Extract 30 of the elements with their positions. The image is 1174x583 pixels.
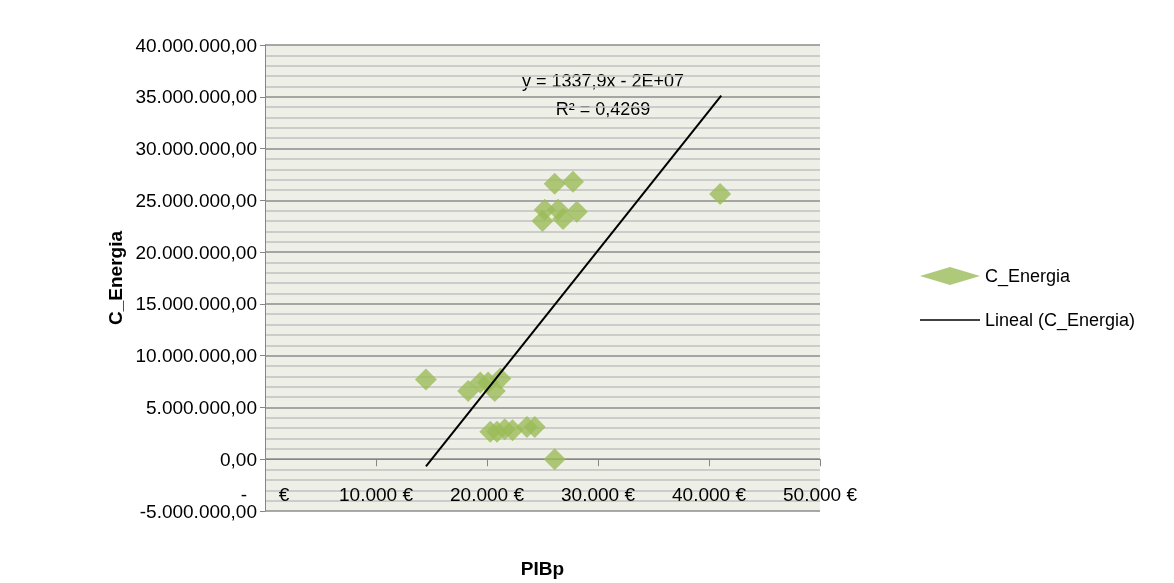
y-tick-label: 35.000.000,00 bbox=[135, 86, 257, 108]
point bbox=[543, 172, 566, 195]
point bbox=[543, 448, 566, 471]
y-tick-label: 15.000.000,00 bbox=[135, 293, 257, 315]
x-axis-title: PIBp bbox=[520, 558, 565, 579]
annotation: y = 1337,9x - 2E+07 bbox=[521, 71, 685, 91]
point bbox=[565, 200, 588, 223]
y-tick-label: 10.000.000,00 bbox=[135, 345, 257, 367]
legend-label: C_Energia bbox=[985, 266, 1072, 287]
y-tick-label: 20.000.000,00 bbox=[135, 241, 257, 263]
y-axis-title: C_Energia bbox=[105, 230, 126, 325]
legend-label: Lineal (C_Energia) bbox=[985, 310, 1136, 331]
y-tick-label: 40.000.000,00 bbox=[135, 34, 257, 56]
x-tick-label: 10.000 € bbox=[339, 484, 414, 505]
point bbox=[414, 368, 437, 391]
annotation: R² = 0,4269 bbox=[555, 99, 651, 119]
point bbox=[531, 210, 554, 233]
point bbox=[709, 183, 732, 206]
point bbox=[523, 416, 546, 439]
y-tick-label: 30.000.000,00 bbox=[135, 138, 257, 160]
x-tick-label: 30.000 € bbox=[561, 484, 636, 505]
point bbox=[552, 207, 575, 230]
x-tick-label: 40.000 € bbox=[672, 484, 747, 505]
point bbox=[562, 170, 585, 193]
y-tick-label: 25.000.000,00 bbox=[135, 189, 257, 211]
y-tick-label: 0,00 bbox=[220, 448, 257, 470]
x-tick-label: 50.000 € bbox=[783, 484, 858, 505]
point bbox=[457, 379, 480, 402]
y-tick-label: 5.000.000,00 bbox=[146, 396, 257, 418]
x-tick-label: 20.000 € bbox=[450, 484, 525, 505]
